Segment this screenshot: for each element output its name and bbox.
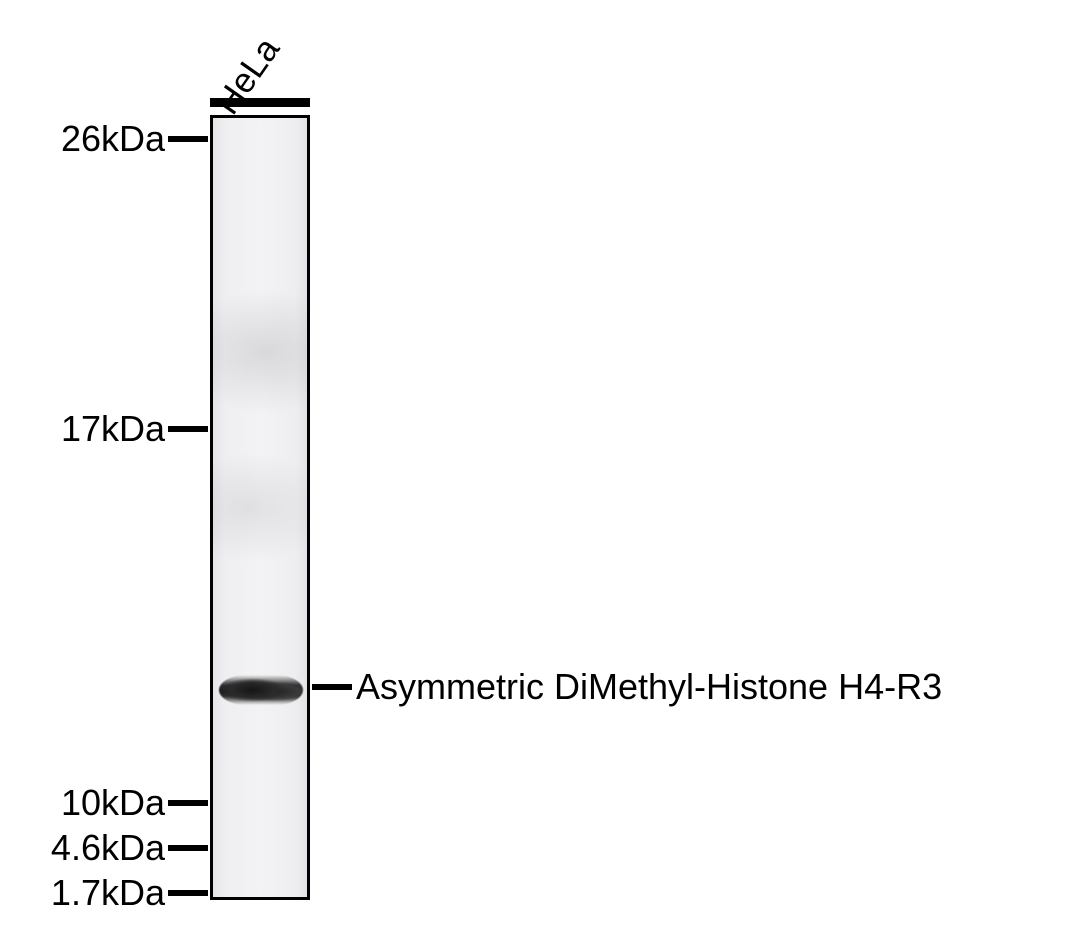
mw-tick-17 <box>168 426 208 432</box>
lane-membrane-background <box>213 118 307 897</box>
mw-tick-4-6 <box>168 845 208 851</box>
mw-label-4-6: 4.6kDa <box>5 827 165 869</box>
detected-band <box>219 675 303 705</box>
lane-sample-label: HeLa <box>207 31 288 122</box>
mw-tick-10 <box>168 800 208 806</box>
mw-label-10: 10kDa <box>5 782 165 824</box>
lane-sample-underline <box>210 98 310 107</box>
band-annotation-tick <box>312 684 352 690</box>
western-blot-figure: HeLa 26kDa 17kDa 10kDa 4.6kDa 1.7kDa Asy… <box>0 0 1080 933</box>
blot-lane <box>210 115 310 900</box>
mw-tick-1-7 <box>168 890 208 896</box>
mw-label-17: 17kDa <box>5 408 165 450</box>
band-annotation-label: Asymmetric DiMethyl-Histone H4-R3 <box>356 666 942 708</box>
mw-label-26: 26kDa <box>5 118 165 160</box>
mw-label-1-7: 1.7kDa <box>5 872 165 914</box>
mw-tick-26 <box>168 136 208 142</box>
